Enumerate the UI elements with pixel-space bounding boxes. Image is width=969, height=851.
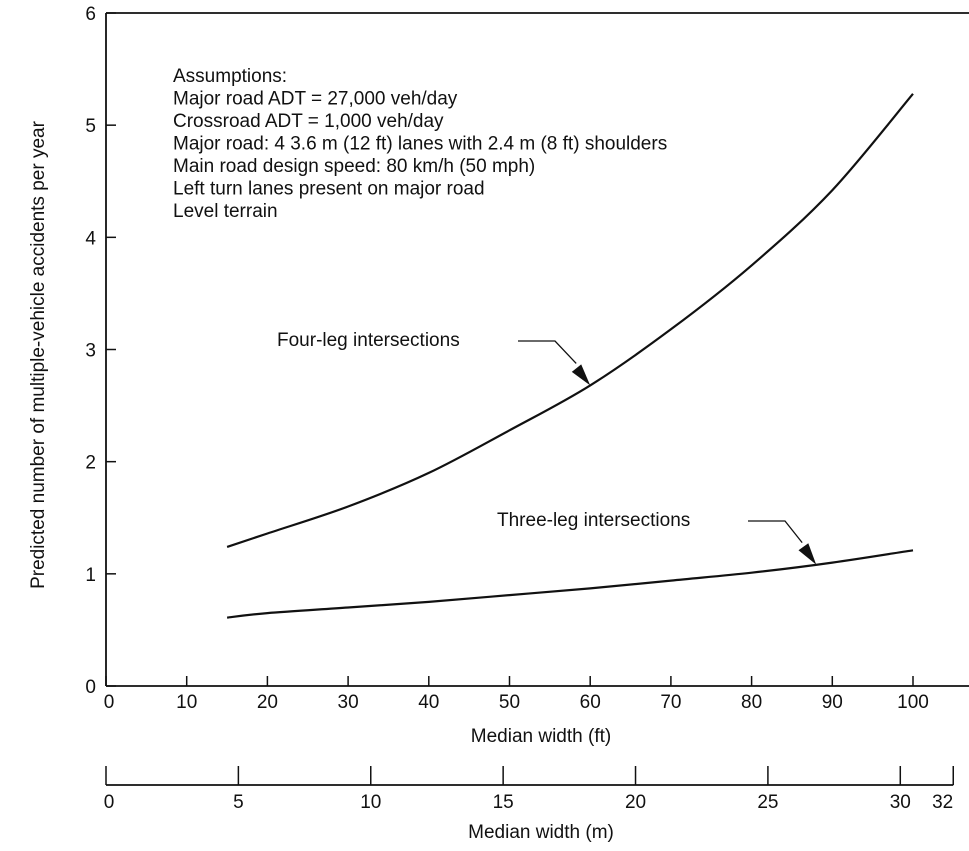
x-tick-label: 50 bbox=[499, 692, 520, 713]
x2-tick-label: 30 bbox=[890, 792, 911, 813]
y-tick-label: 1 bbox=[85, 565, 96, 586]
y-tick-label: 0 bbox=[85, 677, 96, 698]
series-labels: Four-leg intersections Three-leg intersec… bbox=[277, 330, 817, 565]
x2-tick-label: 20 bbox=[625, 792, 646, 813]
assumption-line: Major road: 4 3.6 m (12 ft) lanes with 2… bbox=[173, 134, 667, 155]
y-tick-label: 5 bbox=[85, 116, 96, 137]
y-tick-label: 6 bbox=[85, 4, 96, 25]
x-axis-ticks-ft: 0 10 20 30 40 50 60 70 80 90 100 bbox=[104, 676, 929, 713]
four-leg-curve bbox=[226, 93, 914, 548]
x-axis-title-ft: Median width (ft) bbox=[471, 726, 611, 747]
x-tick-label: 70 bbox=[660, 692, 681, 713]
assumptions-note: Assumptions:Major road ADT = 27,000 veh/… bbox=[173, 66, 667, 222]
y-axis-ticks: 0 1 2 3 4 5 6 bbox=[85, 4, 116, 698]
three-leg-curve bbox=[226, 549, 914, 619]
x-axis-meters: 0 5 10 15 20 25 30 32 bbox=[104, 766, 954, 813]
y-axis-title: Predicted number of multiple-vehicle acc… bbox=[28, 120, 49, 589]
x-tick-label: 40 bbox=[418, 692, 439, 713]
assumption-line: Main road design speed: 80 km/h (50 mph) bbox=[173, 156, 535, 177]
y-tick-label: 2 bbox=[85, 453, 96, 474]
x2-tick-label: 10 bbox=[360, 792, 381, 813]
assumptions-title: Assumptions: bbox=[173, 66, 287, 87]
x-tick-label: 90 bbox=[822, 692, 843, 713]
y-tick-label: 4 bbox=[85, 228, 96, 249]
x-tick-label: 60 bbox=[580, 692, 601, 713]
x-tick-label: 20 bbox=[257, 692, 278, 713]
x2-tick-label: 0 bbox=[104, 792, 115, 813]
assumption-line: Major road ADT = 27,000 veh/day bbox=[173, 89, 458, 110]
y-tick-label: 3 bbox=[85, 341, 96, 362]
x2-tick-label: 25 bbox=[757, 792, 778, 813]
x-tick-label: 10 bbox=[176, 692, 197, 713]
x-tick-label: 80 bbox=[741, 692, 762, 713]
arrowhead bbox=[798, 543, 817, 565]
x-axis-title-m: Median width (m) bbox=[468, 822, 614, 843]
x-tick-label: 30 bbox=[338, 692, 359, 713]
x2-tick-label: 5 bbox=[233, 792, 244, 813]
three-leg-label: Three-leg intersections bbox=[497, 510, 690, 531]
assumption-line: Crossroad ADT = 1,000 veh/day bbox=[173, 111, 444, 132]
four-leg-label: Four-leg intersections bbox=[277, 330, 460, 351]
assumption-line: Level terrain bbox=[173, 201, 278, 222]
x-tick-label: 100 bbox=[897, 692, 929, 713]
arrowhead bbox=[571, 364, 591, 386]
series-curves bbox=[226, 93, 914, 619]
x2-tick-label: 15 bbox=[493, 792, 514, 813]
leader-line bbox=[748, 520, 803, 544]
leader-line bbox=[518, 340, 577, 364]
x-tick-label: 0 bbox=[104, 692, 115, 713]
x2-tick-label: 32 bbox=[932, 792, 953, 813]
assumption-line: Left turn lanes present on major road bbox=[173, 179, 485, 200]
